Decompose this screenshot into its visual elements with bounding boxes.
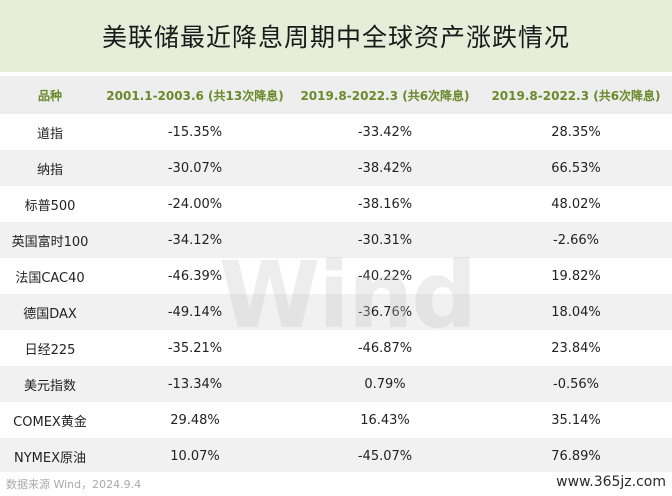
row-value: -49.14% — [167, 304, 223, 320]
header-cell-period-3: 2019.8-2022.3 (共6次降息) — [491, 88, 661, 103]
row-label: NYMEX原油 — [13, 450, 86, 466]
row-label: COMEX黄金 — [13, 414, 87, 430]
row-value: 23.84% — [551, 340, 601, 356]
row-value: 16.43% — [360, 412, 410, 428]
table-row: 日经225 -35.21% -46.87% 23.84% — [0, 330, 672, 366]
row-value: 48.02% — [551, 196, 601, 212]
row-value: 10.07% — [170, 448, 220, 464]
row-value: 66.53% — [551, 160, 601, 176]
table-row: 道指 -15.35% -33.42% 28.35% — [0, 114, 672, 150]
footer: 数据来源 Wind，2024.9.4 www.365jz.com — [0, 472, 672, 496]
row-label: 德国DAX — [23, 306, 77, 322]
row-value: -0.56% — [553, 376, 599, 392]
row-value: 29.48% — [170, 412, 220, 428]
table-row: NYMEX原油 10.07% -45.07% 76.89% — [0, 438, 672, 474]
row-value: -36.76% — [357, 304, 413, 320]
row-value: -13.34% — [167, 376, 223, 392]
source-note: 数据来源 Wind，2024.9.4 — [6, 478, 142, 491]
table-row: COMEX黄金 29.48% 16.43% 35.14% — [0, 402, 672, 438]
header-cell-period-1: 2001.1-2003.6 (共13次降息) — [106, 88, 284, 103]
header-cell-period-2: 2019.8-2022.3 (共6次降息) — [300, 88, 470, 103]
row-value: -33.42% — [357, 124, 413, 140]
table-row: 美元指数 -13.34% 0.79% -0.56% — [0, 366, 672, 402]
row-value: 18.04% — [551, 304, 601, 320]
row-value: -38.16% — [357, 196, 413, 212]
row-value: -45.07% — [357, 448, 413, 464]
row-value: -46.87% — [357, 340, 413, 356]
row-value: 28.35% — [551, 124, 601, 140]
row-label: 法国CAC40 — [15, 270, 85, 286]
row-label: 标普500 — [24, 198, 76, 214]
row-value: -35.21% — [167, 340, 223, 356]
row-label: 道指 — [36, 126, 63, 142]
row-value: -15.35% — [167, 124, 223, 140]
row-value: -34.12% — [167, 232, 223, 248]
row-value: -30.31% — [357, 232, 413, 248]
row-value: -2.66% — [553, 232, 599, 248]
site-watermark: www.365jz.com — [556, 474, 666, 490]
row-value: -30.07% — [167, 160, 223, 176]
data-table: 品种 2001.1-2003.6 (共13次降息) 2019.8-2022.3 … — [0, 76, 672, 474]
table-row: 纳指 -30.07% -38.42% 66.53% — [0, 150, 672, 186]
row-label: 日经225 — [24, 342, 76, 358]
row-value: -38.42% — [357, 160, 413, 176]
row-value: 19.82% — [551, 268, 601, 284]
title-bar: 美联储最近降息周期中全球资产涨跌情况 — [0, 0, 672, 72]
row-label: 纳指 — [36, 162, 63, 178]
row-value: 76.89% — [551, 448, 601, 464]
row-value: 35.14% — [551, 412, 601, 428]
table-row: 英国富时100 -34.12% -30.31% -2.66% — [0, 222, 672, 258]
table-row: 标普500 -24.00% -38.16% 48.02% — [0, 186, 672, 222]
table-row: 德国DAX -49.14% -36.76% 18.04% — [0, 294, 672, 330]
row-label: 美元指数 — [23, 378, 76, 394]
row-value: -24.00% — [167, 196, 223, 212]
page-title: 美联储最近降息周期中全球资产涨跌情况 — [101, 23, 570, 52]
table-row: 法国CAC40 -46.39% -40.22% 19.82% — [0, 258, 672, 294]
row-value: -40.22% — [357, 268, 413, 284]
header-cell-variety: 品种 — [37, 88, 62, 103]
row-value: 0.79% — [364, 376, 406, 392]
row-value: -46.39% — [167, 268, 223, 284]
row-label: 英国富时100 — [11, 234, 89, 250]
table-header-row: 品种 2001.1-2003.6 (共13次降息) 2019.8-2022.3 … — [0, 76, 672, 114]
